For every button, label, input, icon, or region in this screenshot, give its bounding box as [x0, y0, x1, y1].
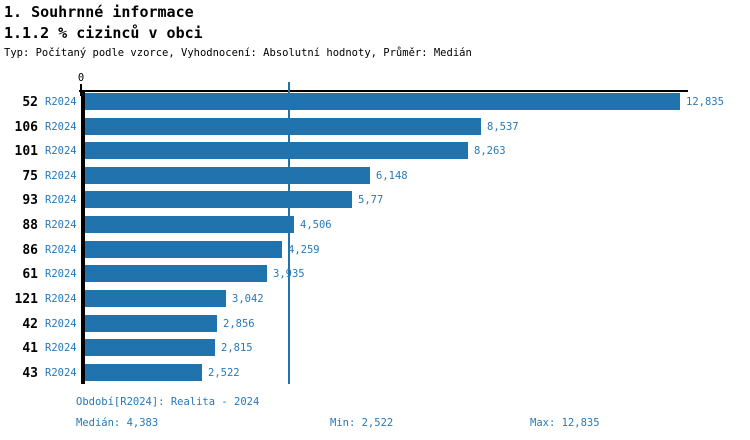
y-axis-line [81, 90, 85, 384]
row-series-label: R2024 [45, 219, 77, 231]
row-series-label: R2024 [45, 194, 77, 206]
bar-value-label: 3,935 [273, 268, 305, 280]
bar [85, 167, 370, 184]
zero-tick-label: 0 [77, 72, 85, 84]
bar-value-label: 5,77 [358, 194, 384, 206]
bar [85, 241, 282, 258]
bar-value-label: 3,042 [232, 293, 264, 305]
row-series-label: R2024 [45, 293, 77, 305]
bar-value-label: 4,259 [288, 244, 320, 256]
row-series-label: R2024 [45, 318, 77, 330]
row-category-label: 121 [14, 292, 38, 307]
bar-value-label: 2,522 [208, 367, 240, 379]
bar-value-label: 12,835 [686, 96, 724, 108]
bar [85, 315, 217, 332]
row-category-label: 52 [22, 95, 38, 110]
row-category-label: 88 [22, 218, 38, 233]
bar [85, 216, 294, 233]
row-series-label: R2024 [45, 367, 77, 379]
bar [85, 364, 202, 381]
footer-period: Období[R2024]: Realita - 2024 [76, 396, 260, 408]
row-series-label: R2024 [45, 244, 77, 256]
median-line [288, 82, 290, 384]
bar [85, 191, 352, 208]
footer-median: Medián: 4,383 [76, 417, 159, 429]
row-category-label: 75 [22, 169, 38, 184]
row-category-label: 86 [22, 243, 38, 258]
row-series-label: R2024 [45, 96, 77, 108]
footer-max: Max: 12,835 [530, 417, 600, 429]
chart-title: 1.1.2 % cizinců v obci [4, 24, 203, 42]
row-category-label: 101 [14, 144, 38, 159]
bar [85, 290, 226, 307]
bar [85, 265, 267, 282]
bar-value-label: 2,856 [223, 318, 255, 330]
bar-value-label: 8,537 [487, 121, 519, 133]
x-axis-line [79, 90, 688, 92]
row-series-label: R2024 [45, 268, 77, 280]
row-category-label: 42 [22, 317, 38, 332]
bar [85, 142, 468, 159]
bar-value-label: 8,263 [474, 145, 506, 157]
row-category-label: 43 [22, 366, 38, 381]
bar [85, 118, 481, 135]
page-title: 1. Souhrnné informace [4, 3, 194, 21]
bar-value-label: 6,148 [376, 170, 408, 182]
row-series-label: R2024 [45, 342, 77, 354]
bar [85, 93, 680, 110]
row-series-label: R2024 [45, 170, 77, 182]
bar [85, 339, 215, 356]
bar-value-label: 4,506 [300, 219, 332, 231]
row-category-label: 41 [22, 341, 38, 356]
row-series-label: R2024 [45, 145, 77, 157]
bar-value-label: 2,815 [221, 342, 253, 354]
zero-tick [80, 84, 82, 96]
row-series-label: R2024 [45, 121, 77, 133]
row-category-label: 61 [22, 267, 38, 282]
footer-min: Min: 2,522 [330, 417, 394, 429]
row-category-label: 93 [22, 193, 38, 208]
row-category-label: 106 [14, 120, 38, 135]
chart-meta-line: Typ: Počítaný podle vzorce, Vyhodnocení:… [4, 47, 472, 59]
